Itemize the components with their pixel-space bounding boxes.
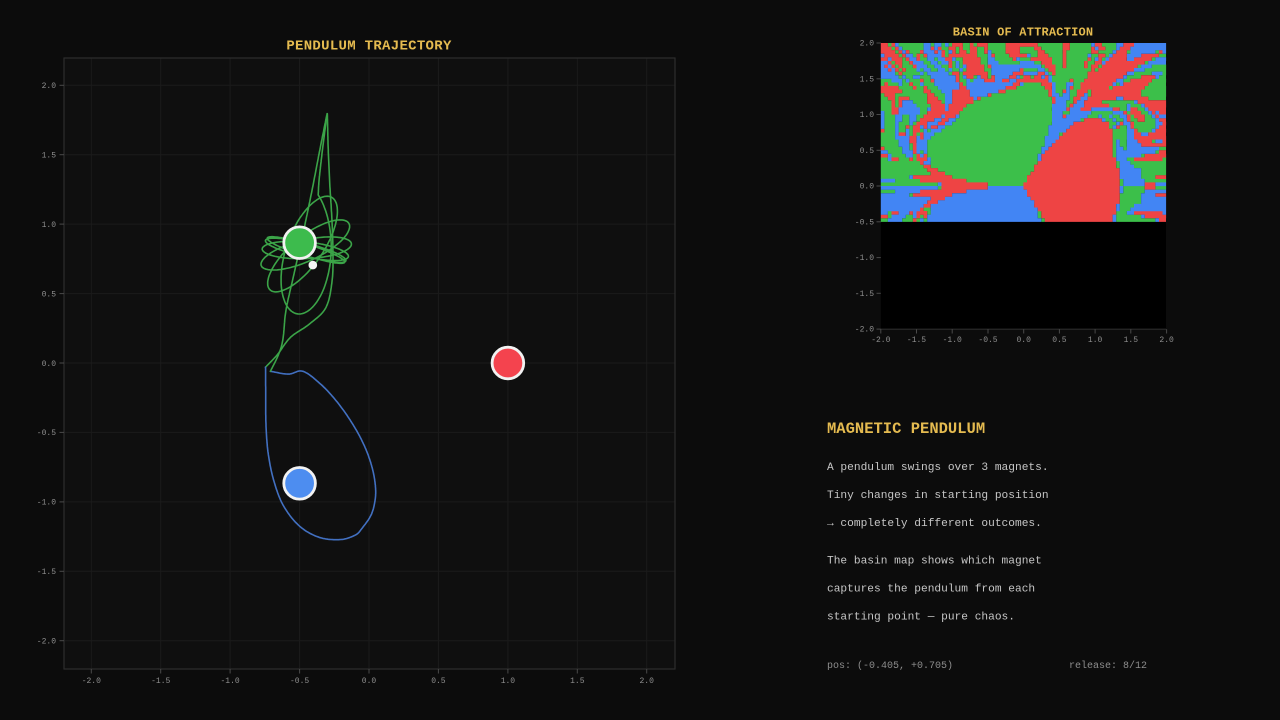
svg-text:-2.0: -2.0	[855, 326, 874, 335]
svg-text:1.0: 1.0	[501, 677, 516, 686]
svg-text:0.0: 0.0	[1016, 336, 1031, 345]
svg-text:-1.0: -1.0	[37, 499, 56, 508]
svg-text:Tiny changes in starting posit: Tiny changes in starting position	[827, 490, 1049, 502]
svg-text:release: 8/12: release: 8/12	[1069, 660, 1147, 672]
svg-text:-1.5: -1.5	[37, 568, 56, 577]
svg-text:-2.0: -2.0	[871, 336, 890, 345]
svg-text:-1.0: -1.0	[855, 254, 874, 263]
svg-text:-1.0: -1.0	[943, 336, 962, 345]
svg-text:0.5: 0.5	[860, 147, 875, 156]
svg-text:-2.0: -2.0	[82, 677, 101, 686]
svg-text:1.5: 1.5	[860, 75, 875, 84]
svg-text:1.0: 1.0	[860, 111, 875, 120]
svg-text:PENDULUM TRAJECTORY: PENDULUM TRAJECTORY	[286, 39, 452, 55]
svg-text:-2.0: -2.0	[37, 638, 56, 647]
svg-text:-0.5: -0.5	[290, 677, 309, 686]
svg-text:1.5: 1.5	[1124, 336, 1139, 345]
svg-text:2.0: 2.0	[42, 82, 57, 91]
svg-text:2.0: 2.0	[860, 40, 875, 49]
svg-text:-0.5: -0.5	[978, 336, 997, 345]
svg-text:pos: (-0.405, +0.705): pos: (-0.405, +0.705)	[827, 660, 953, 672]
svg-text:0.0: 0.0	[860, 183, 875, 192]
svg-text:1.5: 1.5	[570, 677, 585, 686]
svg-text:captures the pendulum from eac: captures the pendulum from each	[827, 584, 1035, 596]
svg-text:-0.5: -0.5	[855, 218, 874, 227]
svg-text:MAGNETIC PENDULUM: MAGNETIC PENDULUM	[827, 420, 985, 438]
svg-text:-1.0: -1.0	[220, 677, 239, 686]
svg-text:1.0: 1.0	[1088, 336, 1103, 345]
svg-text:-1.5: -1.5	[855, 290, 874, 299]
svg-text:-0.5: -0.5	[37, 429, 56, 438]
svg-text:The basin map shows which magn: The basin map shows which magnet	[827, 556, 1042, 568]
svg-text:0.0: 0.0	[42, 360, 57, 369]
svg-text:starting point — pure chaos.: starting point — pure chaos.	[827, 612, 1015, 624]
svg-text:-1.5: -1.5	[907, 336, 926, 345]
svg-text:0.0: 0.0	[362, 677, 377, 686]
svg-text:→ completely different outcome: → completely different outcomes.	[827, 518, 1042, 530]
svg-text:BASIN OF ATTRACTION: BASIN OF ATTRACTION	[953, 26, 1094, 40]
svg-text:0.5: 0.5	[1052, 336, 1067, 345]
svg-text:0.5: 0.5	[431, 677, 446, 686]
svg-text:-1.5: -1.5	[151, 677, 170, 686]
svg-text:1.0: 1.0	[42, 221, 57, 230]
svg-text:2.0: 2.0	[1159, 336, 1174, 345]
svg-text:A pendulum swings over 3 magne: A pendulum swings over 3 magnets.	[827, 462, 1049, 474]
svg-text:0.5: 0.5	[42, 290, 57, 299]
svg-text:2.0: 2.0	[639, 677, 654, 686]
svg-text:1.5: 1.5	[42, 152, 57, 161]
